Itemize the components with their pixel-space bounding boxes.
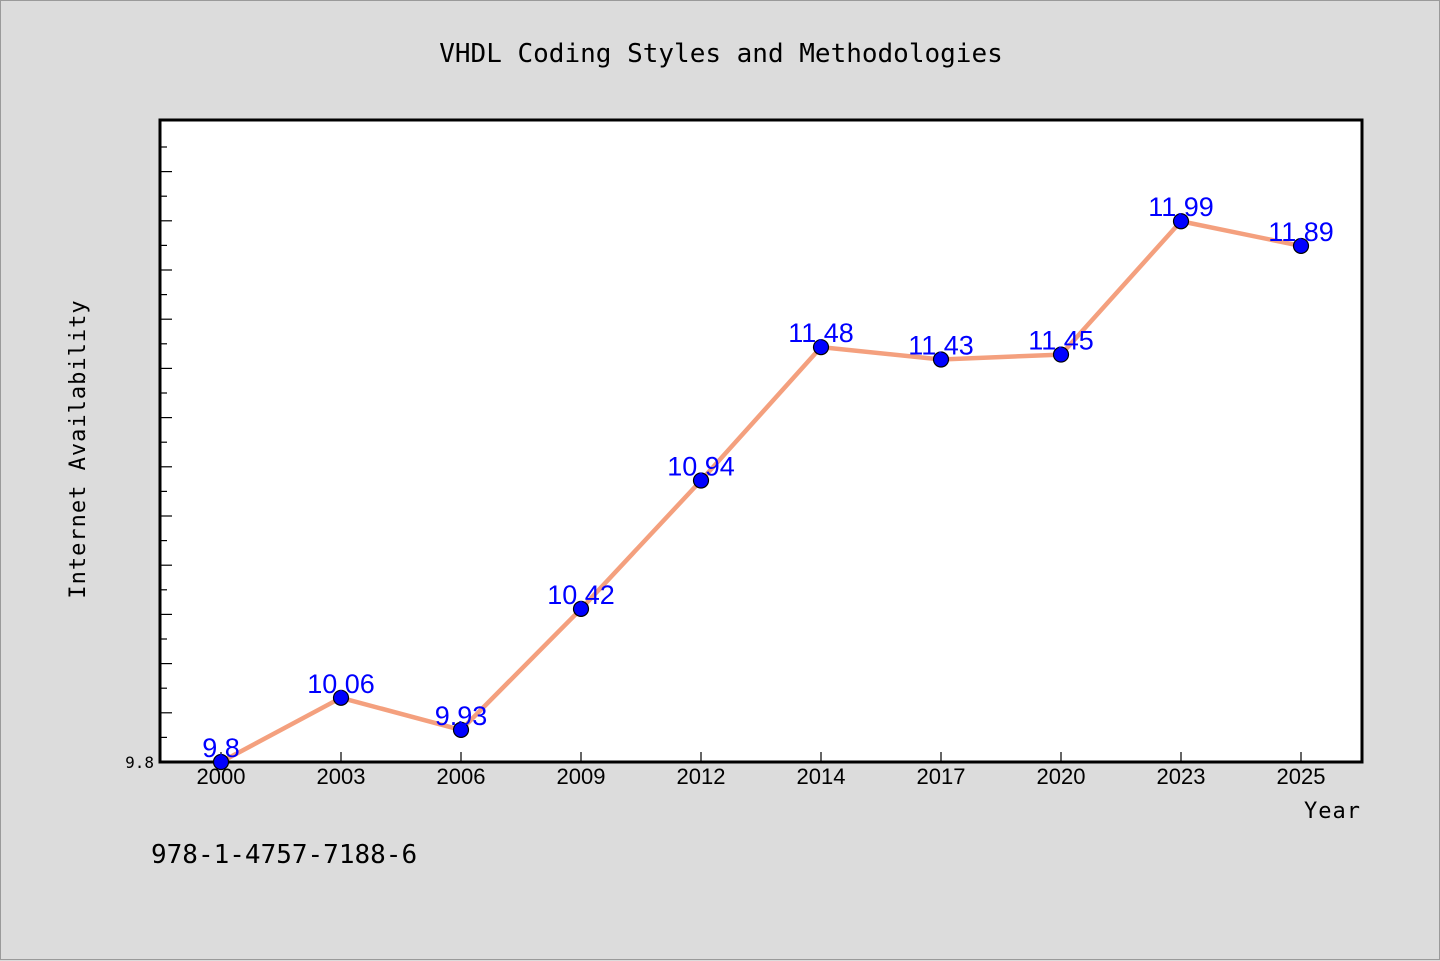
- y-axis-ticks: 9.8: [125, 146, 172, 772]
- x-tick-label: 2020: [1037, 764, 1086, 789]
- data-label: 11.89: [1268, 217, 1334, 247]
- data-point: [212, 753, 230, 771]
- x-tick-label: 2006: [437, 764, 486, 789]
- data-point: [1172, 213, 1190, 230]
- data-label: 11.43: [908, 331, 974, 361]
- x-tick-label: 2017: [917, 764, 966, 789]
- y-tick-label: 9.8: [125, 753, 154, 772]
- data-point: [932, 351, 950, 368]
- series-line-path: [218, 218, 1304, 765]
- data-label: 11.45: [1028, 326, 1094, 356]
- data-point: [692, 472, 710, 489]
- data-point: [812, 339, 830, 356]
- data-label: 10.94: [667, 452, 735, 482]
- data-label: 10.42: [547, 580, 615, 610]
- data-point: [1292, 237, 1310, 255]
- series-line: [218, 218, 1304, 765]
- plot-area: [158, 118, 1364, 764]
- chart-title: VHDL Coding Styles and Methodologies: [439, 39, 1003, 69]
- data-label: 9.8: [202, 733, 240, 763]
- x-tick-label: 2012: [677, 764, 726, 789]
- x-tick-label: 2003: [317, 764, 366, 789]
- data-label: 9.93: [435, 701, 488, 731]
- data-points: [212, 213, 1310, 771]
- data-point: [332, 689, 350, 706]
- data-labels: 9.8 10.06 9.93 10.42 10.94 11.48 11.43 11.45 11.…: [202, 192, 1334, 763]
- data-label: 11.48: [788, 318, 854, 348]
- data-label: 10.06: [307, 669, 375, 699]
- y-axis-label: Internet Availability: [66, 299, 91, 598]
- x-axis-ticks: 2000 2003 2006 2009 2012 2014 2017 2020 2023 2025: [197, 752, 1326, 789]
- data-point: [452, 721, 470, 739]
- x-tick-label: 2014: [797, 764, 846, 789]
- x-tick-label: 2025: [1277, 764, 1326, 789]
- x-tick-label: 2023: [1157, 764, 1206, 789]
- x-axis-label: Year: [1304, 799, 1361, 824]
- data-point: [1052, 346, 1070, 363]
- data-point: [572, 600, 590, 618]
- data-label: 11.99: [1148, 192, 1214, 222]
- isbn-footer: 978-1-4757-7188-6: [151, 840, 417, 870]
- x-tick-label: 2009: [557, 764, 606, 789]
